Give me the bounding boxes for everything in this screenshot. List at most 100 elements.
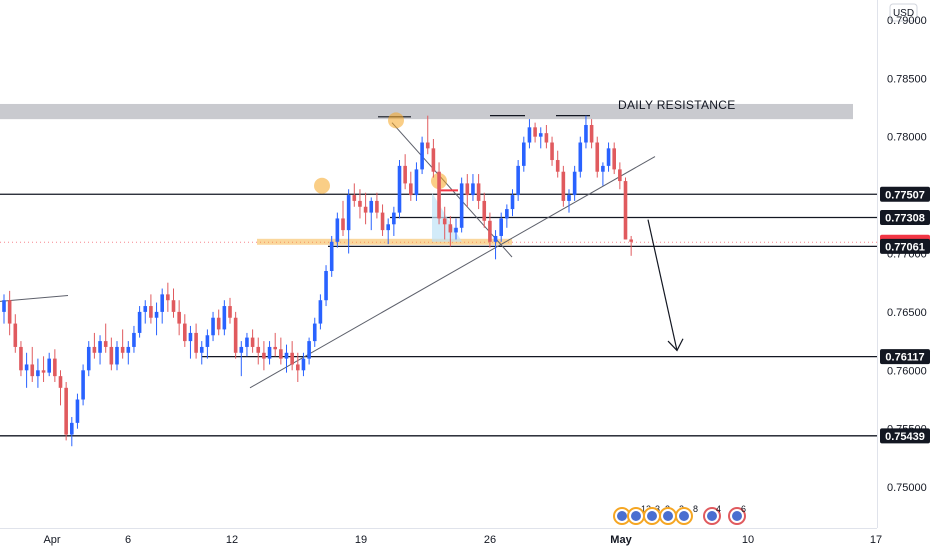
candle-body[interactable] — [363, 206, 368, 213]
candle-body[interactable] — [510, 195, 515, 210]
candle-body[interactable] — [177, 311, 181, 324]
candle-body[interactable] — [527, 127, 532, 143]
candle-body[interactable] — [290, 352, 294, 365]
candle-body[interactable] — [301, 358, 306, 371]
candle-body[interactable] — [471, 183, 475, 196]
candle-body[interactable] — [544, 133, 549, 143]
candle-body[interactable] — [623, 181, 628, 240]
currency-badge[interactable] — [889, 3, 918, 22]
candle-body[interactable] — [352, 195, 357, 201]
candle-body[interactable] — [312, 323, 317, 342]
candle-body[interactable] — [166, 294, 170, 301]
candle-body[interactable] — [420, 142, 424, 170]
event-marker[interactable]: 12 — [613, 504, 651, 525]
candle-body[interactable] — [584, 124, 588, 143]
candle-body[interactable] — [561, 171, 566, 201]
candle-body[interactable] — [228, 306, 232, 318]
candle-body[interactable] — [205, 335, 210, 347]
candle-body[interactable] — [505, 209, 509, 219]
candle-body[interactable] — [64, 387, 68, 435]
candle-body[interactable] — [267, 346, 272, 359]
candle-body[interactable] — [425, 142, 430, 149]
candle-body[interactable] — [618, 169, 622, 182]
candle-body[interactable] — [442, 218, 447, 225]
candle-body[interactable] — [465, 183, 470, 196]
candle-body[interactable] — [98, 341, 102, 353]
candle-body[interactable] — [19, 346, 23, 371]
candle-body[interactable] — [126, 346, 131, 353]
candle-body[interactable] — [629, 239, 633, 242]
candle-body[interactable] — [256, 346, 261, 353]
candle-body[interactable] — [132, 332, 136, 347]
candle-body[interactable] — [194, 332, 198, 353]
candle-body[interactable] — [522, 142, 526, 166]
candle-body[interactable] — [250, 337, 255, 347]
candle-body[interactable] — [47, 358, 51, 373]
candle-body[interactable] — [555, 160, 560, 172]
candle-body[interactable] — [437, 171, 441, 219]
candle-body[interactable] — [606, 148, 611, 166]
candle-body[interactable] — [572, 171, 577, 196]
event-marker[interactable]: 6 — [728, 504, 746, 525]
candle-body[interactable] — [414, 169, 419, 196]
candle-body[interactable] — [86, 346, 91, 371]
candle-body[interactable] — [476, 183, 481, 201]
candle-body[interactable] — [296, 364, 300, 371]
candle-body[interactable] — [262, 352, 266, 359]
ascending-trendline[interactable] — [249, 156, 656, 389]
candle-body[interactable] — [239, 346, 244, 353]
candle-body[interactable] — [160, 294, 164, 312]
candle-body[interactable] — [75, 399, 80, 423]
candle-body[interactable] — [318, 300, 323, 324]
candle-body[interactable] — [115, 346, 119, 365]
candle-body[interactable] — [550, 142, 554, 161]
economic-events-strip[interactable]: 12 3 2 2 8 4 6 — [613, 504, 746, 525]
candle-body[interactable] — [403, 165, 407, 184]
price-axis[interactable]: USD 0.790000.785000.780000.775000.770000… — [877, 0, 931, 528]
candle-body[interactable] — [307, 341, 311, 359]
candle-body[interactable] — [595, 142, 600, 172]
candle-body[interactable] — [58, 376, 63, 388]
candle-body[interactable] — [273, 346, 277, 350]
candle-body[interactable] — [493, 235, 498, 242]
candle-body[interactable] — [7, 300, 12, 324]
candle-body[interactable] — [612, 148, 616, 170]
candle-body[interactable] — [30, 364, 35, 377]
candle-body[interactable] — [2, 300, 6, 312]
candle-body[interactable] — [24, 364, 29, 371]
candle-body[interactable] — [149, 306, 153, 318]
candle-body[interactable] — [386, 224, 390, 231]
candle-body[interactable] — [329, 241, 334, 272]
candle-body[interactable] — [431, 148, 436, 172]
candle-body[interactable] — [70, 422, 74, 435]
candle-body[interactable] — [53, 358, 57, 377]
candle-body[interactable] — [199, 346, 204, 353]
candle-body[interactable] — [120, 346, 125, 353]
candle-body[interactable] — [341, 218, 345, 231]
candle-body[interactable] — [109, 346, 114, 365]
event-marker[interactable]: 8 — [675, 504, 698, 525]
candle-body[interactable] — [454, 227, 458, 233]
candle-body[interactable] — [171, 300, 176, 312]
candle-body[interactable] — [578, 142, 583, 172]
candle-body[interactable] — [154, 311, 159, 318]
candle-body[interactable] — [103, 341, 108, 347]
candle-body[interactable] — [13, 323, 18, 347]
candle-body[interactable] — [216, 317, 221, 330]
candle-body[interactable] — [137, 311, 142, 333]
candle-body[interactable] — [538, 133, 543, 137]
candle-body[interactable] — [488, 220, 492, 242]
candle-body[interactable] — [233, 317, 238, 353]
candle-body[interactable] — [358, 200, 362, 207]
candle-body[interactable] — [188, 332, 193, 342]
candle-body[interactable] — [222, 306, 227, 330]
candle-body[interactable] — [81, 370, 85, 400]
candle-body[interactable] — [516, 165, 520, 196]
candle-body[interactable] — [143, 306, 148, 312]
time-axis[interactable]: Apr 6 12 19 26 May 10 17 — [0, 528, 882, 547]
candle-body[interactable] — [211, 317, 215, 336]
candle-body[interactable] — [459, 183, 464, 228]
candle-body[interactable] — [397, 165, 402, 213]
candle-body[interactable] — [279, 349, 283, 359]
event-marker[interactable]: 4 — [703, 504, 721, 525]
